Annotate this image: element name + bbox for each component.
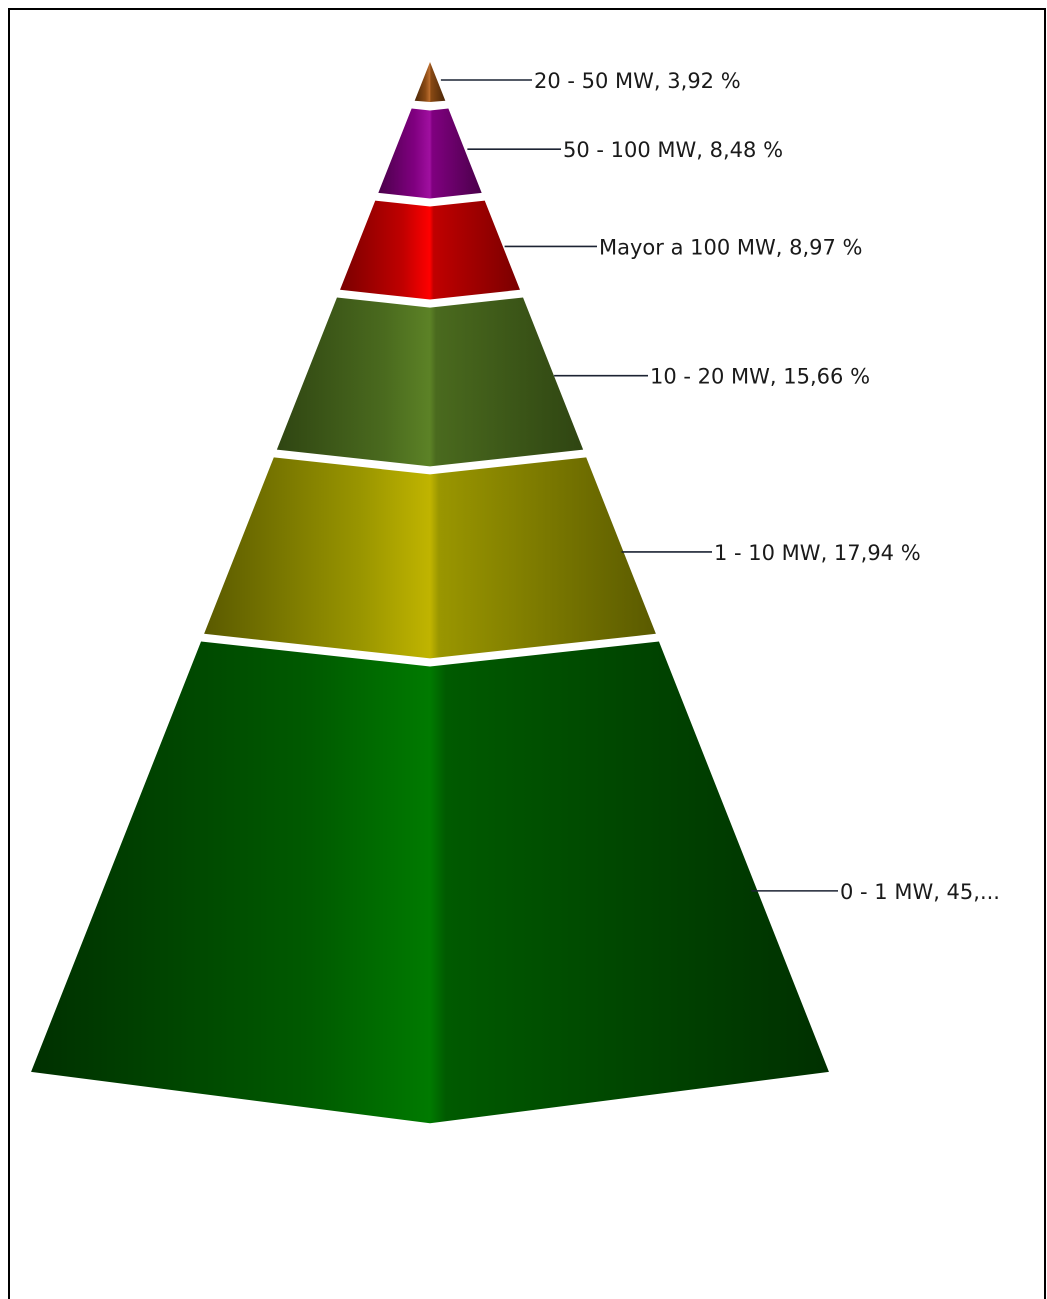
segment-label-1: 50 - 100 MW, 8,48 % — [563, 138, 783, 162]
pyramid-segment-4 — [204, 457, 656, 659]
segment-label-2: Mayor a 100 MW, 8,97 % — [599, 235, 863, 259]
pyramid-segment-2 — [340, 200, 520, 300]
pyramid-segment-5 — [31, 641, 829, 1124]
segment-label-5: 0 - 1 MW, 45,... — [840, 880, 1000, 904]
pyramid-segment-1 — [378, 108, 482, 199]
pyramid-segment-3 — [276, 297, 584, 467]
pyramid-segment-0 — [414, 62, 446, 102]
segment-label-3: 10 - 20 MW, 15,66 % — [650, 365, 870, 389]
segment-label-4: 1 - 10 MW, 17,94 % — [714, 541, 921, 565]
segment-label-0: 20 - 50 MW, 3,92 % — [534, 69, 741, 93]
